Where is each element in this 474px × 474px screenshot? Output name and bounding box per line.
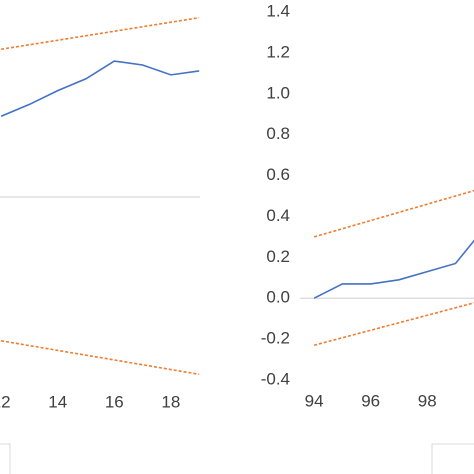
series-line	[0, 340, 200, 376]
x-tick-label: 18	[161, 392, 180, 411]
x-tick-label: 96	[361, 391, 380, 410]
x-tick-label: 12	[0, 392, 11, 411]
y-tick-label: 0.8	[266, 124, 290, 143]
legend-box	[0, 443, 11, 474]
y-tick-label: 0.6	[266, 165, 290, 184]
y-tick-label: 1.2	[266, 42, 290, 61]
series-line	[313, 302, 474, 347]
series-line	[1, 16, 200, 51]
legend-box	[431, 443, 474, 474]
y-tick-label: 0.2	[266, 247, 290, 266]
x-tick-label: 16	[105, 392, 124, 411]
y-tick-label: -0.2	[261, 329, 290, 348]
x-tick-label: 14	[48, 392, 67, 411]
series-line	[0, 60, 200, 117]
y-tick-label: 1.4	[266, 1, 290, 20]
y-tick-label: 0.4	[266, 206, 290, 225]
series-line	[313, 239, 474, 299]
y-tick-label: 1.0	[266, 83, 290, 102]
x-tick-label: 98	[418, 391, 437, 410]
y-tick-label: 0.0	[266, 288, 290, 307]
series-line	[313, 189, 474, 238]
y-tick-label: -0.4	[261, 369, 290, 388]
x-tick-label: 94	[305, 391, 324, 410]
